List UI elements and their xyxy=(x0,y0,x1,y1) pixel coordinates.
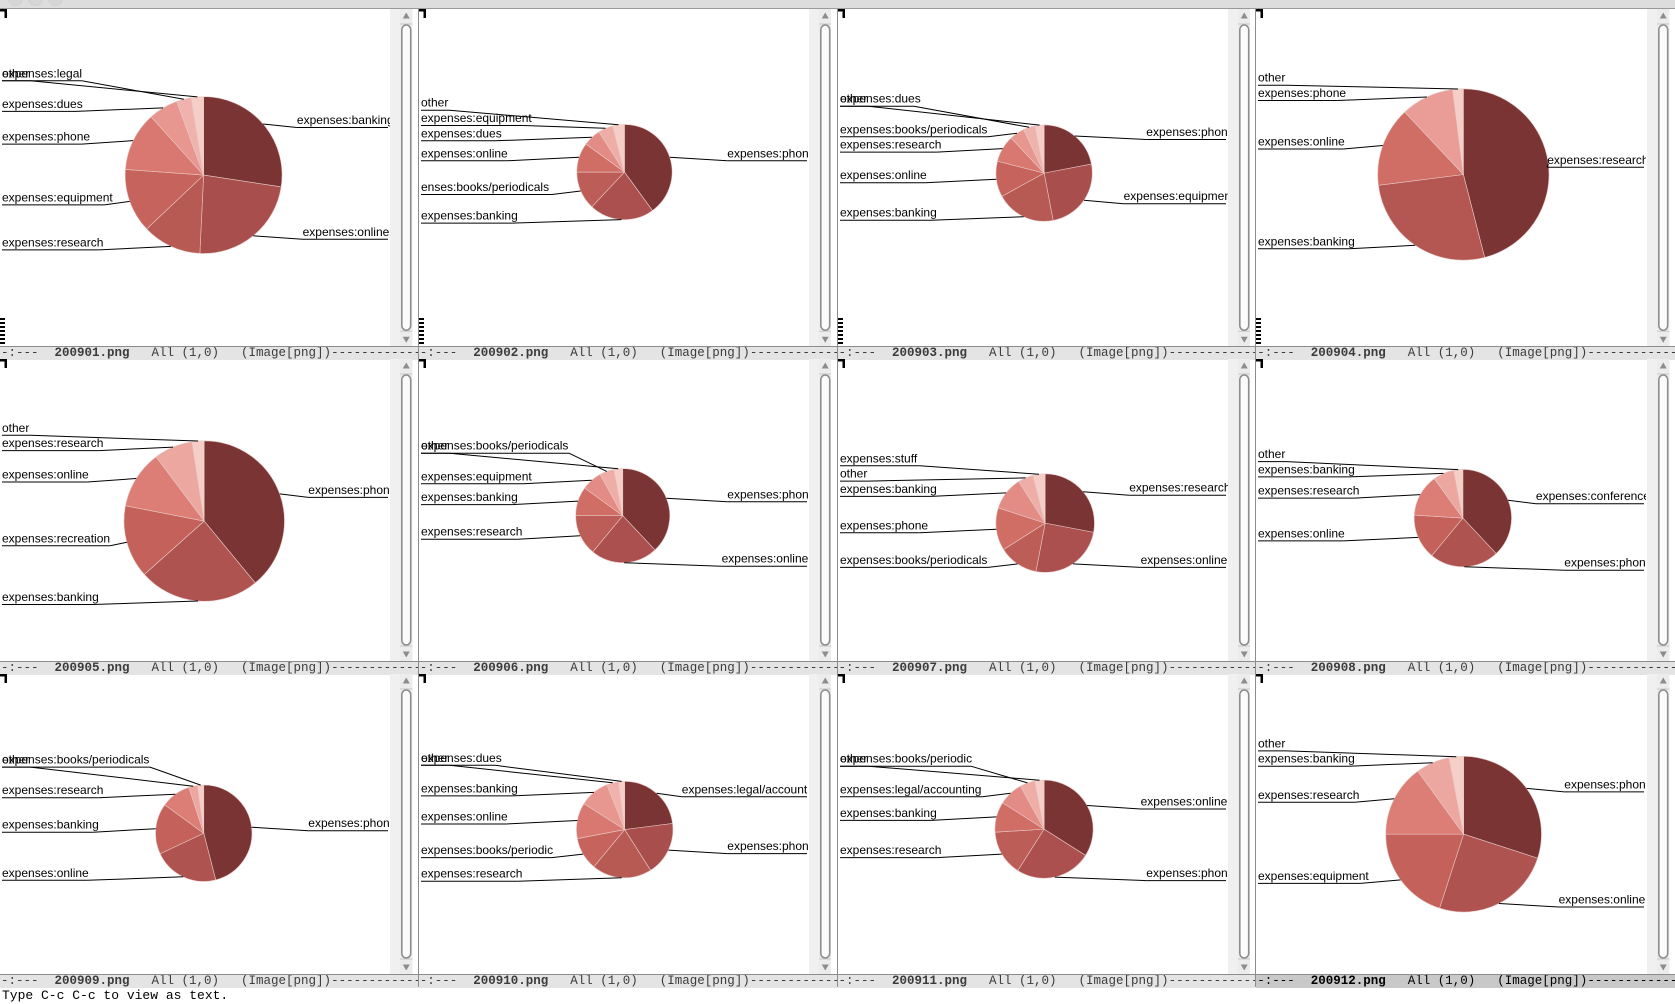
svg-text:expenses:research: expenses:research xyxy=(1129,481,1228,495)
svg-text:expenses:equipment: expenses:equipment xyxy=(2,190,113,204)
svg-text:expenses:legal/accounting: expenses:legal/accounting xyxy=(840,782,981,796)
svg-text:expenses:phone: expenses:phone xyxy=(1565,778,1647,792)
svg-text:expenses:online: expenses:online xyxy=(1258,135,1345,149)
svg-text:expenses:phone: expenses:phone xyxy=(308,816,390,830)
svg-text:expenses:research: expenses:research xyxy=(1547,153,1646,167)
svg-text:other: other xyxy=(840,467,867,481)
svg-text:expenses:legal: expenses:legal xyxy=(2,66,82,80)
svg-text:expenses:research: expenses:research xyxy=(2,235,103,249)
svg-text:expenses:banking: expenses:banking xyxy=(2,590,99,604)
svg-text:expenses:research: expenses:research xyxy=(1258,484,1359,498)
svg-text:expenses:equipment: expenses:equipment xyxy=(421,469,532,483)
svg-text:expenses:dues: expenses:dues xyxy=(421,126,502,140)
svg-text:other: other xyxy=(421,751,448,765)
svg-text:expenses:conference: expenses:conference xyxy=(1536,489,1646,503)
svg-text:expenses:online: expenses:online xyxy=(2,468,89,482)
svg-text:expenses:banking: expenses:banking xyxy=(421,782,518,796)
svg-text:expenses:books/periodic: expenses:books/periodic xyxy=(421,843,553,857)
svg-text:expenses:books/periodic: expenses:books/periodic xyxy=(840,752,972,766)
svg-text:expenses:phone: expenses:phone xyxy=(727,839,809,853)
svg-text:expenses:books/periodicals: expenses:books/periodicals xyxy=(840,553,987,567)
svg-text:expenses:research: expenses:research xyxy=(2,783,103,797)
svg-text:expenses:online: expenses:online xyxy=(840,168,927,182)
svg-text:other: other xyxy=(2,753,29,767)
svg-text:expenses:phone: expenses:phone xyxy=(727,146,809,160)
svg-text:expenses:phone: expenses:phone xyxy=(1565,556,1647,570)
svg-text:expenses:online: expenses:online xyxy=(2,866,89,880)
svg-text:expenses:phone: expenses:phone xyxy=(1146,866,1228,880)
svg-text:expenses:equipment: expenses:equipment xyxy=(421,111,532,125)
svg-text:expenses:research: expenses:research xyxy=(840,843,941,857)
svg-text:expenses:online: expenses:online xyxy=(421,810,508,824)
svg-text:expenses:stuff: expenses:stuff xyxy=(840,451,918,465)
svg-text:other: other xyxy=(1258,447,1285,461)
svg-text:expenses:research: expenses:research xyxy=(421,525,522,539)
svg-text:expenses:research: expenses:research xyxy=(2,436,103,450)
svg-text:expenses:online: expenses:online xyxy=(721,552,808,566)
svg-text:expenses:banking: expenses:banking xyxy=(840,482,937,496)
svg-text:expenses:phone: expenses:phone xyxy=(727,487,809,501)
svg-text:expenses:recreation: expenses:recreation xyxy=(2,531,110,545)
svg-text:expenses:online: expenses:online xyxy=(1559,893,1646,907)
svg-text:expenses:research: expenses:research xyxy=(840,138,941,152)
svg-text:expenses:phone: expenses:phone xyxy=(840,518,928,532)
svg-text:enses:books/periodicals: enses:books/periodicals xyxy=(421,180,549,194)
svg-text:expenses:banking: expenses:banking xyxy=(1258,752,1355,766)
svg-text:expenses:banking: expenses:banking xyxy=(421,209,518,223)
svg-text:expenses:phone: expenses:phone xyxy=(1146,125,1228,139)
svg-text:expenses:banking: expenses:banking xyxy=(1258,463,1355,477)
svg-text:expenses:online: expenses:online xyxy=(1258,527,1345,541)
svg-text:other: other xyxy=(1258,737,1285,751)
svg-text:expenses:equipment: expenses:equipment xyxy=(1123,189,1227,203)
svg-text:expenses:online: expenses:online xyxy=(1140,795,1227,809)
svg-text:other: other xyxy=(1258,71,1285,85)
svg-text:other: other xyxy=(2,421,29,435)
svg-text:expenses:phone: expenses:phone xyxy=(1258,86,1346,100)
svg-text:expenses:research: expenses:research xyxy=(421,867,522,881)
svg-text:expenses:legal/account: expenses:legal/account xyxy=(682,782,808,796)
svg-text:expenses:books/periodicals: expenses:books/periodicals xyxy=(840,122,987,136)
svg-text:expenses:dues: expenses:dues xyxy=(840,92,921,106)
svg-text:expenses:banking: expenses:banking xyxy=(297,113,390,127)
svg-text:expenses:banking: expenses:banking xyxy=(840,206,937,220)
svg-text:expenses:equipment: expenses:equipment xyxy=(1258,869,1369,883)
svg-text:other: other xyxy=(421,96,448,110)
svg-text:expenses:phone: expenses:phone xyxy=(2,130,90,144)
svg-text:expenses:phone: expenses:phone xyxy=(308,483,390,497)
svg-text:expenses:dues: expenses:dues xyxy=(2,97,83,111)
svg-text:expenses:banking: expenses:banking xyxy=(1258,234,1355,248)
svg-text:expenses:banking: expenses:banking xyxy=(840,806,937,820)
svg-text:expenses:online: expenses:online xyxy=(421,146,508,160)
svg-text:expenses:banking: expenses:banking xyxy=(2,818,99,832)
svg-text:expenses:books/periodicals: expenses:books/periodicals xyxy=(421,439,568,453)
svg-text:expenses:online: expenses:online xyxy=(1140,553,1227,567)
svg-text:expenses:banking: expenses:banking xyxy=(421,490,518,504)
svg-text:expenses:research: expenses:research xyxy=(1258,788,1359,802)
svg-text:expenses:online: expenses:online xyxy=(303,225,390,239)
